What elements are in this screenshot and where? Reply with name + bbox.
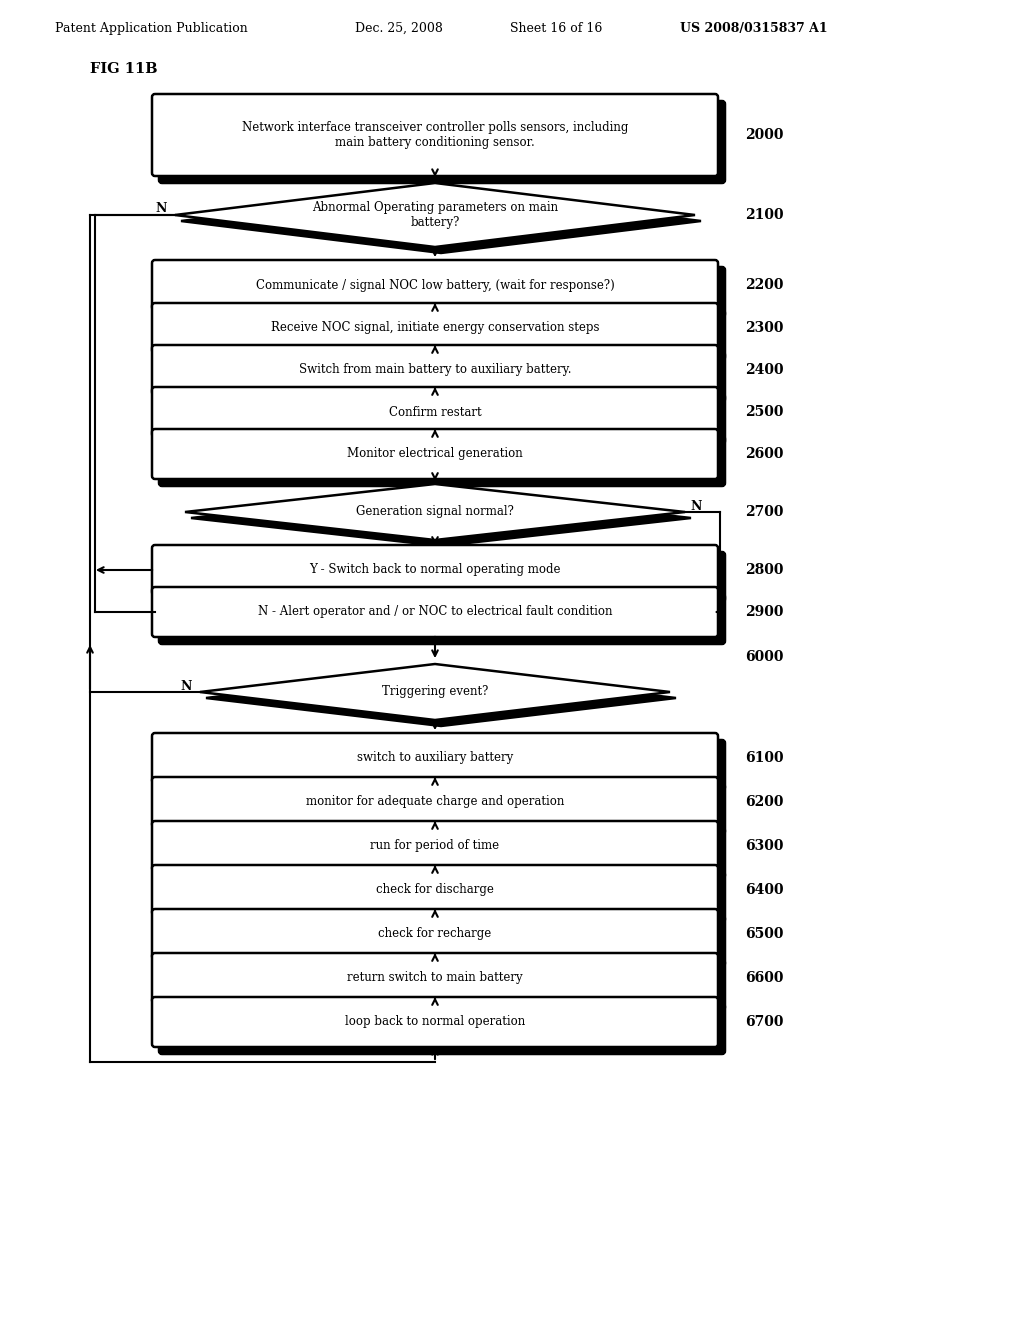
FancyBboxPatch shape [152,909,718,960]
Text: Triggering event?: Triggering event? [382,685,488,698]
Text: FIG 11B: FIG 11B [90,62,158,77]
Text: 2300: 2300 [745,321,783,335]
Text: Receive NOC signal, initiate energy conservation steps: Receive NOC signal, initiate energy cons… [270,322,599,334]
Polygon shape [200,664,670,719]
FancyBboxPatch shape [159,102,725,183]
Text: US 2008/0315837 A1: US 2008/0315837 A1 [680,22,827,36]
Text: Patent Application Publication: Patent Application Publication [55,22,248,36]
Text: 2800: 2800 [745,564,783,577]
Text: Switch from main battery to auxiliary battery.: Switch from main battery to auxiliary ba… [299,363,571,376]
FancyBboxPatch shape [159,267,725,317]
Text: Sheet 16 of 16: Sheet 16 of 16 [510,22,602,36]
Text: N: N [180,680,191,693]
Polygon shape [206,671,676,726]
Text: Confirm restart: Confirm restart [389,405,481,418]
Text: 2900: 2900 [745,605,783,619]
Text: 6000: 6000 [745,649,783,664]
Text: Communicate / signal NOC low battery, (wait for response?): Communicate / signal NOC low battery, (w… [256,279,614,292]
FancyBboxPatch shape [152,304,718,352]
Text: run for period of time: run for period of time [371,840,500,853]
Text: 6200: 6200 [745,795,783,809]
Text: 6400: 6400 [745,883,783,898]
FancyBboxPatch shape [159,352,725,403]
FancyBboxPatch shape [159,310,725,360]
FancyBboxPatch shape [159,916,725,966]
FancyBboxPatch shape [152,821,718,871]
FancyBboxPatch shape [152,94,718,176]
FancyBboxPatch shape [159,741,725,789]
FancyBboxPatch shape [159,784,725,834]
FancyBboxPatch shape [159,1005,725,1053]
FancyBboxPatch shape [159,552,725,602]
Text: Abnormal Operating parameters on main
battery?: Abnormal Operating parameters on main ba… [312,201,558,228]
Text: return switch to main battery: return switch to main battery [347,972,523,985]
FancyBboxPatch shape [159,828,725,878]
FancyBboxPatch shape [159,393,725,444]
FancyBboxPatch shape [152,545,718,595]
Text: N: N [690,499,701,512]
Text: 2100: 2100 [745,209,783,222]
FancyBboxPatch shape [152,260,718,310]
FancyBboxPatch shape [159,960,725,1010]
Text: 2400: 2400 [745,363,783,378]
Text: Monitor electrical generation: Monitor electrical generation [347,447,523,461]
FancyBboxPatch shape [159,436,725,486]
Text: Network interface transceiver controller polls sensors, including
main battery c: Network interface transceiver controller… [242,121,628,149]
Text: 2600: 2600 [745,447,783,461]
FancyBboxPatch shape [152,587,718,638]
Text: 2200: 2200 [745,279,783,292]
Text: 2500: 2500 [745,405,783,418]
Text: 2700: 2700 [745,506,783,519]
Text: 2000: 2000 [745,128,783,143]
FancyBboxPatch shape [152,429,718,479]
Text: Y - Switch back to normal operating mode: Y - Switch back to normal operating mode [309,564,561,577]
Text: 6100: 6100 [745,751,783,766]
FancyBboxPatch shape [152,733,718,783]
Text: 6700: 6700 [745,1015,783,1030]
FancyBboxPatch shape [152,865,718,915]
Polygon shape [185,484,685,540]
FancyBboxPatch shape [159,873,725,921]
Text: N: N [156,202,167,215]
Text: check for discharge: check for discharge [376,883,494,896]
Polygon shape [191,490,691,546]
FancyBboxPatch shape [152,387,718,437]
Text: Dec. 25, 2008: Dec. 25, 2008 [355,22,442,36]
Text: 6500: 6500 [745,927,783,941]
Text: monitor for adequate charge and operation: monitor for adequate charge and operatio… [306,796,564,808]
FancyBboxPatch shape [152,953,718,1003]
Polygon shape [175,183,695,247]
Text: loop back to normal operation: loop back to normal operation [345,1015,525,1028]
FancyBboxPatch shape [152,997,718,1047]
Text: 6300: 6300 [745,840,783,853]
Polygon shape [181,189,701,253]
FancyBboxPatch shape [152,345,718,395]
Text: Generation signal normal?: Generation signal normal? [356,506,514,519]
Text: 6600: 6600 [745,972,783,985]
Text: switch to auxiliary battery: switch to auxiliary battery [357,751,513,764]
Text: N - Alert operator and / or NOC to electrical fault condition: N - Alert operator and / or NOC to elect… [258,606,612,619]
FancyBboxPatch shape [159,594,725,644]
Text: check for recharge: check for recharge [379,928,492,940]
FancyBboxPatch shape [152,777,718,828]
